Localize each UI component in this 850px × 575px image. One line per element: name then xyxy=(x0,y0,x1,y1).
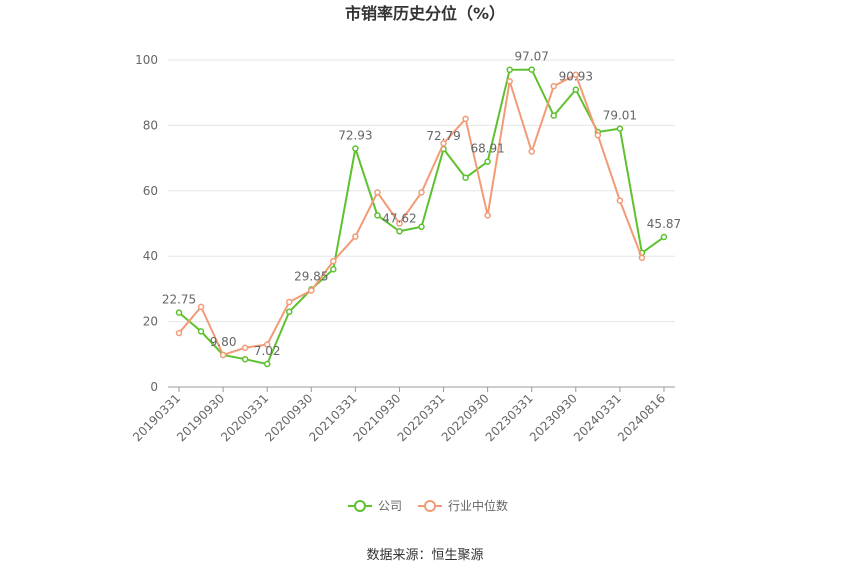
point xyxy=(462,174,469,181)
y-tick-label: 40 xyxy=(143,249,158,263)
point xyxy=(374,212,381,219)
data-label: 29.85 xyxy=(294,269,328,283)
point xyxy=(308,287,315,294)
point xyxy=(572,86,580,93)
data-label: 9.80 xyxy=(210,335,237,349)
point xyxy=(550,82,558,90)
point xyxy=(285,308,293,316)
series-line xyxy=(178,68,665,366)
legend-marker xyxy=(354,500,366,512)
point xyxy=(506,78,513,85)
point xyxy=(528,148,535,155)
x-tick-label: 20240816 xyxy=(615,391,668,444)
legend-label: 行业中位数 xyxy=(448,498,508,513)
legend-label: 公司 xyxy=(378,499,402,513)
data-label: 72.79 xyxy=(426,129,460,143)
data-label: 7.02 xyxy=(254,344,281,358)
point xyxy=(197,328,205,335)
point xyxy=(374,189,381,196)
point xyxy=(330,266,337,273)
point xyxy=(396,220,403,227)
point xyxy=(462,115,469,123)
point xyxy=(219,351,227,359)
point xyxy=(418,189,425,196)
y-tick-label: 0 xyxy=(150,380,158,394)
data-label: 45.87 xyxy=(647,217,681,231)
y-tick-label: 60 xyxy=(143,184,158,198)
point xyxy=(396,228,403,235)
data-label: 97.07 xyxy=(515,50,549,64)
point xyxy=(352,145,359,152)
point xyxy=(616,197,624,204)
data-label: 72.93 xyxy=(338,129,372,143)
point xyxy=(550,112,558,119)
data-label: 22.75 xyxy=(162,293,196,307)
point xyxy=(440,140,447,147)
point xyxy=(660,233,668,241)
y-tick-label: 20 xyxy=(143,315,158,329)
point xyxy=(330,257,337,265)
point xyxy=(285,298,293,306)
series-line xyxy=(178,73,643,357)
point xyxy=(484,158,491,165)
legend-marker xyxy=(424,500,436,512)
y-tick-label: 80 xyxy=(143,118,158,132)
point xyxy=(572,71,580,78)
data-label: 68.91 xyxy=(470,142,504,156)
point xyxy=(528,66,535,73)
source: 数据来源：恒生聚源 xyxy=(366,548,483,563)
point xyxy=(263,360,271,368)
chart-title: 市销率历史分位（%） xyxy=(345,4,505,23)
point xyxy=(241,355,249,363)
point xyxy=(638,254,646,262)
point xyxy=(175,309,183,316)
point xyxy=(418,223,425,231)
data-label: 47.62 xyxy=(382,211,416,225)
data-label: 79.01 xyxy=(603,109,637,123)
point xyxy=(484,212,491,219)
point xyxy=(175,329,183,337)
point xyxy=(241,344,249,352)
y-tick-label: 100 xyxy=(135,53,158,67)
point xyxy=(352,233,359,240)
point xyxy=(263,341,271,348)
point xyxy=(616,125,624,132)
point xyxy=(506,66,513,74)
point xyxy=(594,131,602,139)
point xyxy=(197,303,205,311)
data-label: 90.93 xyxy=(559,70,593,84)
